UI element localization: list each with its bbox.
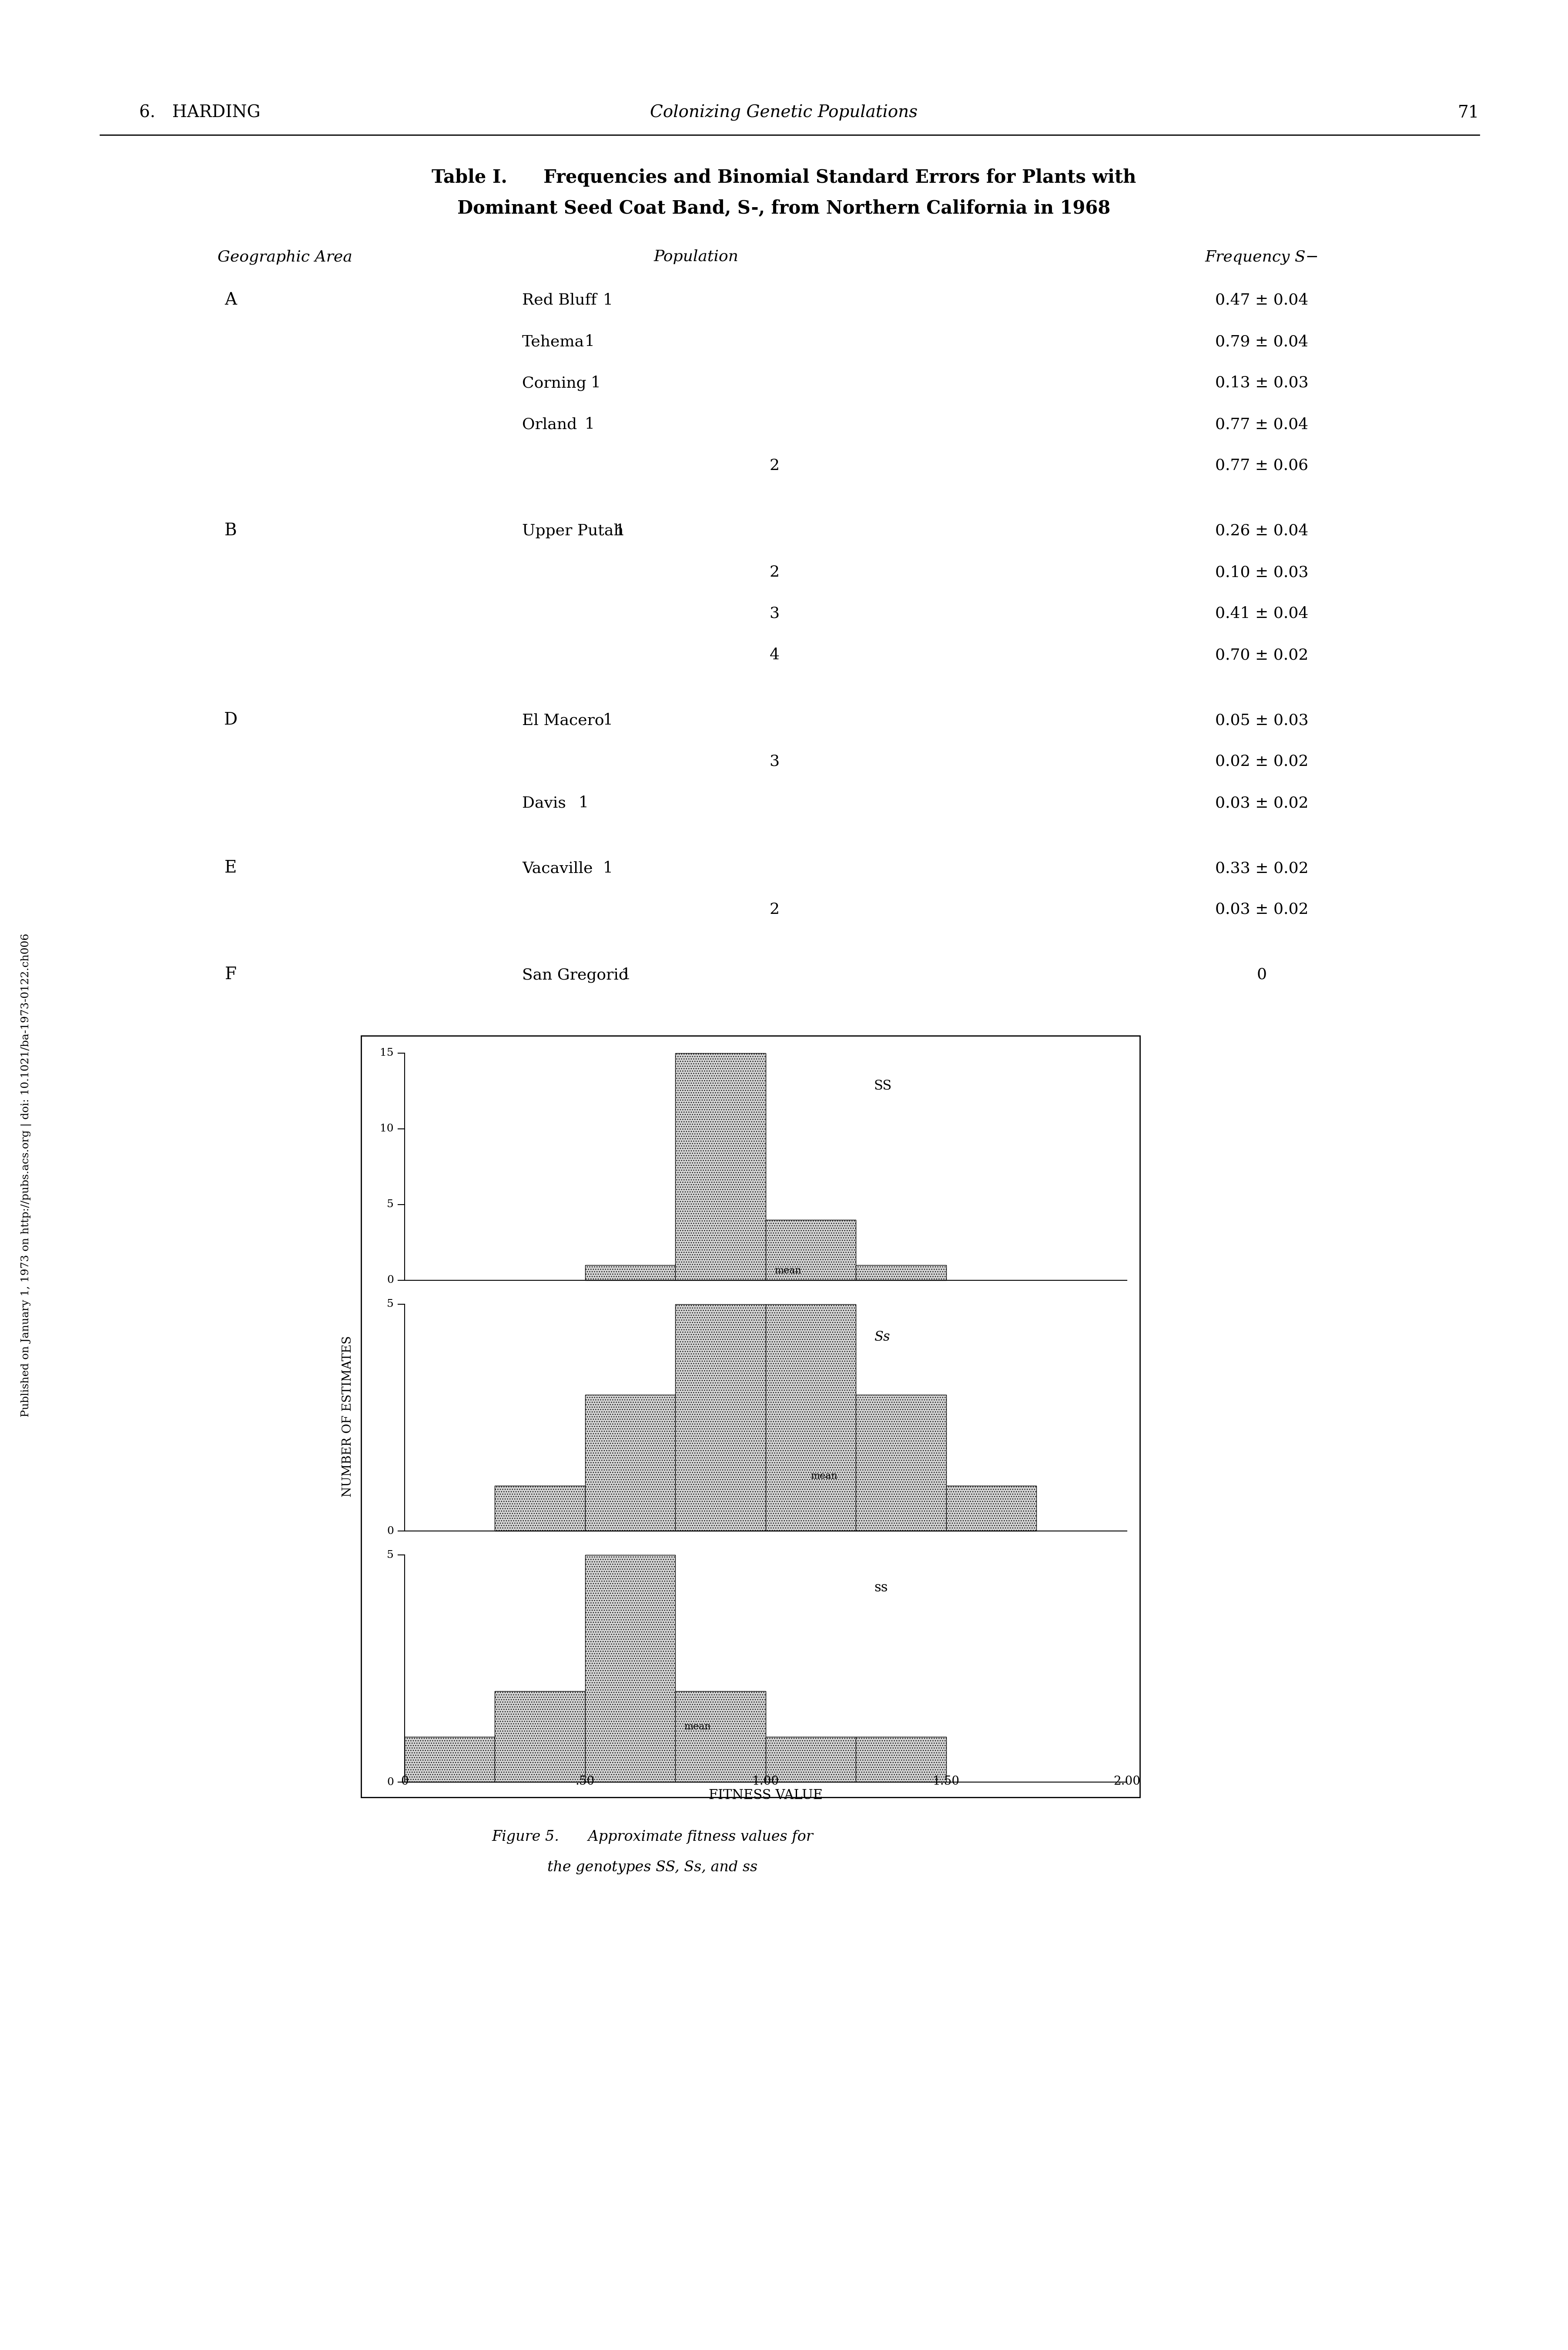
- Bar: [676, 1692, 765, 1781]
- Bar: [946, 1485, 1036, 1532]
- Text: A: A: [224, 291, 237, 308]
- Bar: [856, 1264, 946, 1281]
- Text: 5: 5: [387, 1551, 394, 1560]
- Text: 3: 3: [770, 606, 779, 620]
- Text: 0.05 ± 0.03: 0.05 ± 0.03: [1215, 712, 1308, 728]
- Text: 1.00: 1.00: [753, 1777, 779, 1788]
- Text: 15: 15: [379, 1048, 394, 1058]
- Text: 0.03 ± 0.02: 0.03 ± 0.02: [1215, 797, 1308, 811]
- Text: Red Bluff: Red Bluff: [522, 294, 596, 308]
- Text: 0.77 ± 0.06: 0.77 ± 0.06: [1215, 458, 1308, 472]
- Bar: [585, 1556, 676, 1781]
- Text: 6. HARDING: 6. HARDING: [140, 106, 260, 120]
- Text: 0.79 ± 0.04: 0.79 ± 0.04: [1215, 334, 1308, 350]
- Text: 0.10 ± 0.03: 0.10 ± 0.03: [1215, 564, 1308, 580]
- Text: 0: 0: [1256, 968, 1267, 982]
- Bar: [495, 1692, 585, 1781]
- Text: Davis: Davis: [522, 797, 566, 811]
- Text: 10: 10: [379, 1123, 394, 1133]
- Bar: [676, 1304, 765, 1532]
- Text: F: F: [224, 966, 237, 982]
- Text: 0: 0: [387, 1777, 394, 1786]
- Text: SS: SS: [873, 1079, 892, 1093]
- Text: Vacaville: Vacaville: [522, 860, 593, 877]
- Text: mean: mean: [684, 1723, 710, 1732]
- Bar: [495, 1485, 585, 1532]
- Text: 1: 1: [615, 524, 626, 538]
- Text: 0.26 ± 0.04: 0.26 ± 0.04: [1215, 524, 1308, 538]
- Text: 1: 1: [621, 968, 630, 982]
- Text: 1: 1: [602, 712, 613, 728]
- Text: 0.77 ± 0.04: 0.77 ± 0.04: [1215, 416, 1308, 432]
- Text: San Gregorio: San Gregorio: [522, 968, 627, 982]
- Text: Frequency S−: Frequency S−: [1204, 249, 1319, 266]
- Text: ss: ss: [873, 1582, 887, 1596]
- Text: 1: 1: [602, 860, 613, 877]
- Bar: [856, 1737, 946, 1781]
- Bar: [361, 1036, 1140, 1798]
- Text: Geographic Area: Geographic Area: [218, 249, 353, 266]
- Text: FITNESS VALUE: FITNESS VALUE: [709, 1788, 823, 1802]
- Text: 5: 5: [387, 1198, 394, 1210]
- Text: 1: 1: [579, 797, 588, 811]
- Text: mean: mean: [775, 1267, 801, 1276]
- Text: 0: 0: [387, 1525, 394, 1537]
- Text: Ss: Ss: [873, 1330, 889, 1344]
- Bar: [676, 1053, 765, 1281]
- Bar: [765, 1220, 856, 1281]
- Bar: [765, 1304, 856, 1532]
- Text: 71: 71: [1457, 106, 1479, 120]
- Text: 1: 1: [585, 416, 594, 432]
- Text: 1.50: 1.50: [933, 1777, 960, 1788]
- Text: 4: 4: [770, 649, 779, 663]
- Text: NUMBER OF ESTIMATES: NUMBER OF ESTIMATES: [342, 1335, 354, 1497]
- Text: B: B: [224, 522, 237, 538]
- Text: Population: Population: [654, 249, 739, 263]
- Text: 0.41 ± 0.04: 0.41 ± 0.04: [1215, 606, 1308, 620]
- Text: Corning: Corning: [522, 376, 586, 390]
- Text: 3: 3: [770, 754, 779, 768]
- Text: 0.33 ± 0.02: 0.33 ± 0.02: [1215, 860, 1308, 877]
- Text: El Macero: El Macero: [522, 712, 604, 728]
- Bar: [585, 1396, 676, 1532]
- Text: 0.02 ± 0.02: 0.02 ± 0.02: [1215, 754, 1308, 768]
- Text: D: D: [224, 712, 237, 728]
- Text: mean: mean: [811, 1471, 837, 1480]
- Text: 2: 2: [770, 902, 779, 916]
- Text: Table I.  Frequencies and Binomial Standard Errors for Plants with: Table I. Frequencies and Binomial Standa…: [431, 169, 1135, 186]
- Text: 2: 2: [770, 458, 779, 472]
- Text: 0: 0: [387, 1276, 394, 1285]
- Text: Figure 5.  Approximate fitness values for: Figure 5. Approximate fitness values for: [492, 1831, 814, 1845]
- Text: 0.03 ± 0.02: 0.03 ± 0.02: [1215, 902, 1308, 916]
- Text: 1: 1: [602, 294, 613, 308]
- Text: Upper Putah: Upper Putah: [522, 524, 624, 538]
- Text: E: E: [224, 860, 237, 877]
- Text: Dominant Seed Coat Band, S-, from Northern California in 1968: Dominant Seed Coat Band, S-, from Northe…: [458, 200, 1110, 216]
- Text: 2.00: 2.00: [1113, 1777, 1140, 1788]
- Text: Orland: Orland: [522, 416, 577, 432]
- Text: Colonizing Genetic Populations: Colonizing Genetic Populations: [651, 106, 917, 122]
- Bar: [765, 1737, 856, 1781]
- Text: 2: 2: [770, 564, 779, 580]
- Text: the genotypes SS, Ss, and ss: the genotypes SS, Ss, and ss: [547, 1861, 757, 1875]
- Bar: [856, 1396, 946, 1532]
- Text: 0.47 ± 0.04: 0.47 ± 0.04: [1215, 294, 1308, 308]
- Bar: [585, 1264, 676, 1281]
- Text: Published on January 1, 1973 on http://pubs.acs.org | doi: 10.1021/ba-1973-0122.: Published on January 1, 1973 on http://p…: [20, 933, 31, 1417]
- Text: 1: 1: [585, 334, 594, 350]
- Text: .50: .50: [575, 1777, 594, 1788]
- Text: 0: 0: [401, 1777, 408, 1788]
- Text: 0.13 ± 0.03: 0.13 ± 0.03: [1215, 376, 1308, 390]
- Text: Tehema: Tehema: [522, 334, 585, 350]
- Text: 1: 1: [591, 376, 601, 390]
- Text: 0.70 ± 0.02: 0.70 ± 0.02: [1215, 649, 1308, 663]
- Text: 5: 5: [387, 1300, 394, 1309]
- Bar: [405, 1737, 495, 1781]
